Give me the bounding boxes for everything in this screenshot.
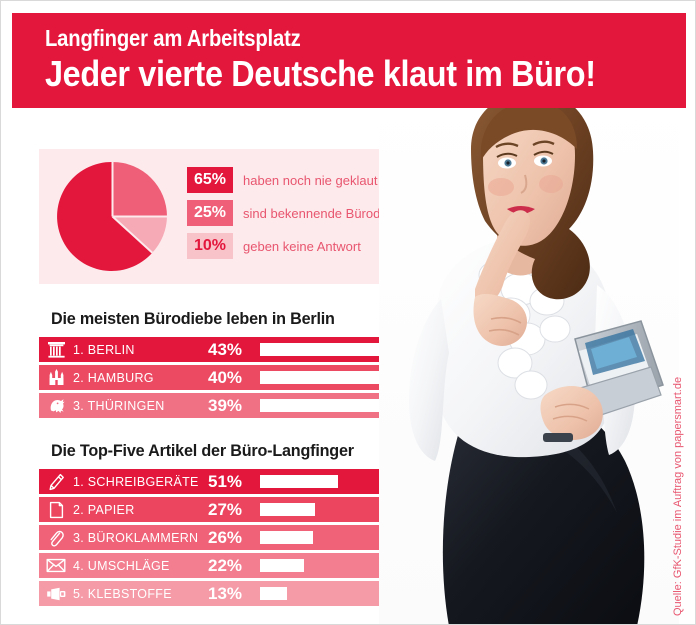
- table-row: 1. SCHREIBGERÄTE 51%: [39, 469, 424, 494]
- ranking-list-berlin: 1. BERLIN 43% 2. HAMBURG: [39, 337, 424, 421]
- row-percent: 40%: [208, 367, 243, 387]
- table-row: 2. PAPIER 27%: [39, 497, 424, 522]
- pie-slice-65: [57, 161, 153, 271]
- hamburg-castle-icon: [39, 365, 73, 390]
- row-label: 2. PAPIER: [73, 502, 135, 517]
- envelope-icon: [39, 553, 73, 578]
- legend-label: sind bekennende Bürodiebe: [243, 205, 405, 221]
- pie-legend: 65% haben noch nie geklaut 25% sind beke…: [187, 167, 405, 266]
- legend-item: 25% sind bekennende Bürodiebe: [187, 200, 405, 226]
- row-percent: 43%: [208, 339, 243, 359]
- table-row: 1. BERLIN 43%: [39, 337, 424, 362]
- row-percent: 26%: [208, 527, 243, 547]
- bar-track: [260, 337, 424, 362]
- bar-fill: [260, 475, 338, 488]
- woman-photo: [379, 89, 679, 624]
- bar-fill: [260, 503, 315, 516]
- bar-track: [260, 393, 424, 418]
- legend-percent: 25%: [187, 200, 233, 226]
- pie-slice-10: [112, 216, 167, 253]
- paper-icon: [39, 497, 73, 522]
- bar-fill: [260, 399, 392, 412]
- legend-item: 65% haben noch nie geklaut: [187, 167, 387, 193]
- source-text: Quelle: GfK-Studie im Auftrag von papers…: [672, 376, 684, 616]
- bar-fill: [260, 559, 304, 572]
- header-band: Langfinger am Arbeitsplatz Jeder vierte …: [12, 13, 686, 108]
- bar-track: [260, 365, 424, 390]
- header-headline: Jeder vierte Deutsche klaut im Büro!: [45, 53, 596, 94]
- ranking-list-items: 1. SCHREIBGERÄTE 51% 2. PAPIER 27%: [39, 469, 424, 609]
- row-label: 2. HAMBURG: [73, 370, 154, 385]
- legend-label: geben keine Antwort: [243, 238, 361, 254]
- legend-item: 10% geben keine Antwort: [187, 233, 387, 259]
- row-percent: 27%: [208, 499, 243, 519]
- bar-fill: [260, 343, 405, 356]
- pencil-icon: [39, 469, 73, 494]
- section-title-berlin: Die meisten Bürodiebe leben in Berlin: [51, 309, 335, 328]
- legend-percent: 65%: [187, 167, 233, 193]
- table-row: 3. BÜROKLAMMERN 26%: [39, 525, 424, 550]
- bar-track: [260, 525, 424, 550]
- table-row: 2. HAMBURG 40%: [39, 365, 424, 390]
- row-label: 4. UMSCHLÄGE: [73, 558, 170, 573]
- row-percent: 22%: [208, 555, 243, 575]
- row-percent: 51%: [208, 471, 243, 491]
- glue-tube-icon: [39, 581, 73, 606]
- section-title-items: Die Top-Five Artikel der Büro-Langfinger: [51, 441, 354, 460]
- bar-track: [260, 497, 424, 522]
- table-row: 5. KLEBSTOFFE 13%: [39, 581, 424, 606]
- row-percent: 13%: [208, 583, 243, 603]
- header-kicker: Langfinger am Arbeitsplatz: [45, 25, 301, 51]
- brandenburg-gate-icon: [39, 337, 73, 362]
- row-percent: 39%: [208, 395, 243, 415]
- pie-panel: 65% haben noch nie geklaut 25% sind beke…: [39, 149, 405, 284]
- legend-label: haben noch nie geklaut: [243, 172, 378, 188]
- row-label: 3. BÜROKLAMMERN: [73, 530, 199, 545]
- bar-fill: [260, 587, 287, 600]
- pie-chart: [56, 160, 169, 273]
- row-label: 3. THÜRINGEN: [73, 398, 165, 413]
- bar-fill: [260, 371, 395, 384]
- thuringia-lion-icon: [39, 393, 73, 418]
- table-row: 4. UMSCHLÄGE 22%: [39, 553, 424, 578]
- row-label: 1. SCHREIBGERÄTE: [73, 474, 199, 489]
- table-row: 3. THÜRINGEN 39%: [39, 393, 424, 418]
- paperclip-icon: [39, 525, 73, 550]
- row-label: 1. BERLIN: [73, 342, 135, 357]
- legend-percent: 10%: [187, 233, 233, 259]
- bar-track: [260, 581, 424, 606]
- pie-slice-25: [112, 162, 167, 217]
- source-credit: Quelle: GfK-Studie im Auftrag von papers…: [672, 376, 693, 616]
- bar-track: [260, 469, 424, 494]
- row-label: 5. KLEBSTOFFE: [73, 586, 172, 601]
- bar-fill: [260, 531, 313, 544]
- bar-track: [260, 553, 424, 578]
